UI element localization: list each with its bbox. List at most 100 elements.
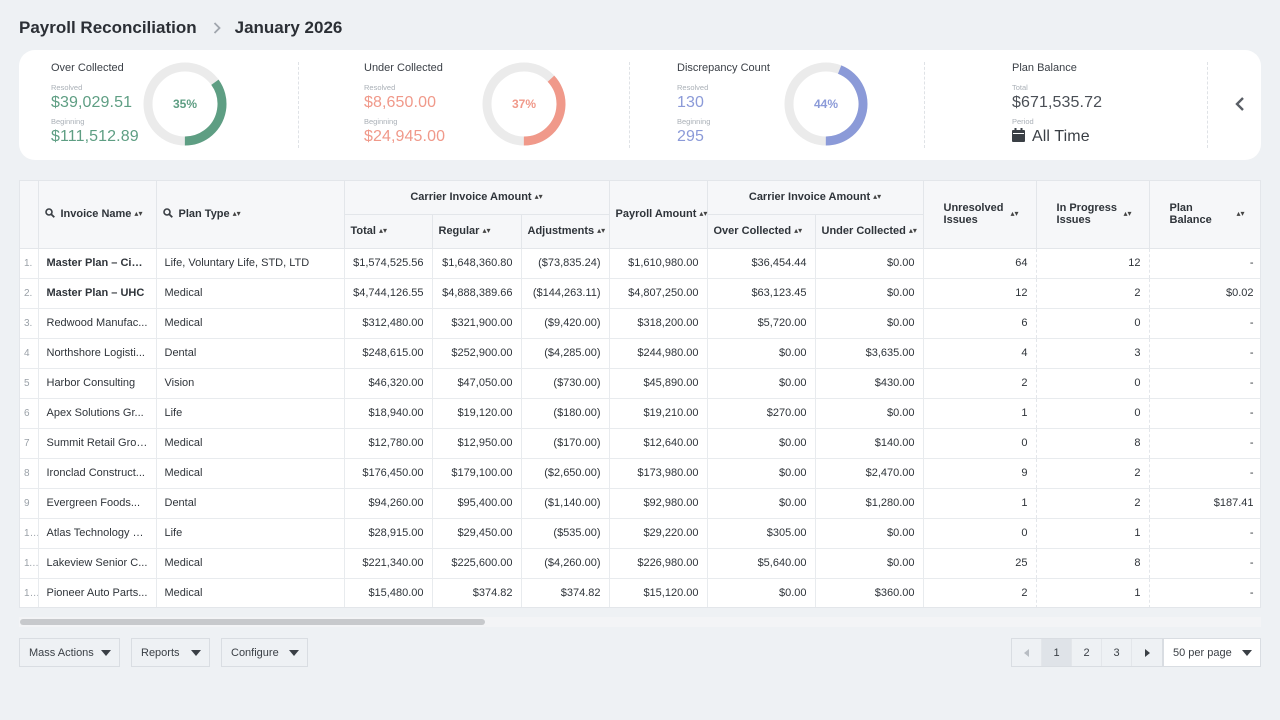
sort-icon: ▴▾ [597,226,606,235]
payroll-amount-cell: $12,640.00 [609,428,708,459]
page-3-button[interactable]: 3 [1102,639,1132,666]
unresolved-cell: 1 [923,488,1037,519]
in-progress-header[interactable]: In Progress Issues▴▾ [1036,181,1150,249]
table-row[interactable]: 2. Master Plan – UHC Medical $4,744,126.55 $… [20,278,1260,309]
payroll-amount-cell: $92,980.00 [609,488,708,519]
plan-type-cell: Medical [156,548,345,579]
plan-type-header[interactable]: Plan Type ▴▾ [156,181,345,249]
adjustments-cell: $374.82 [521,578,610,607]
plan-balance-cell: - [1149,248,1260,279]
table-row[interactable]: 8 Ironclad Construct... Medical $176,450.00… [20,458,1260,489]
mass-actions-dropdown[interactable]: Mass Actions [19,638,120,667]
payroll-amount-cell: $318,200.00 [609,308,708,339]
page-1-button[interactable]: 1 [1042,639,1072,666]
reports-label: Reports [141,646,180,659]
carrier-invoice-group-header-2[interactable]: Carrier Invoice Amount ▴▾ [707,181,924,215]
caret-down-icon [191,650,201,656]
table-row[interactable]: 4 Northshore Logisti... Dental $248,615.00 $… [20,338,1260,369]
arrow-left-icon [1024,648,1029,657]
stat-title: Discrepancy Count [677,62,770,74]
unresolved-cell: 25 [923,548,1037,579]
beginning-label: Beginning [364,117,398,126]
per-page-label: 50 per page [1173,646,1232,659]
adjustments-cell: ($535.00) [521,518,610,549]
in-progress-cell: 8 [1036,428,1150,459]
table-row[interactable]: 5 Harbor Consulting Vision $46,320.00 $47,05… [20,368,1260,399]
adjustments-header[interactable]: Adjustments ▴▾ [521,214,610,249]
breadcrumb-root[interactable]: Payroll Reconciliation [19,18,197,37]
table-row[interactable]: 6 Apex Solutions Gr... Life $18,940.00 $19,1… [20,398,1260,429]
resolved-label: Resolved [677,83,709,92]
breadcrumb: Payroll Reconciliation January 2026 [19,17,342,39]
invoice-name-cell[interactable]: Harbor Consulting [38,368,157,399]
invoice-name-cell[interactable]: Northshore Logisti... [38,338,157,369]
payroll-amount-header[interactable]: Payroll Amount ▴▾ [609,181,708,249]
invoice-name-cell[interactable]: Master Plan – Cigna [38,248,157,279]
invoice-name-cell[interactable]: Atlas Technology S... [38,518,157,549]
resolved-label: Resolved [51,83,83,92]
plan-balance-cell: - [1149,578,1260,607]
total-cell: $94,260.00 [344,488,433,519]
plan-type-cell: Medical [156,428,345,459]
page-2-button[interactable]: 2 [1072,639,1102,666]
over-collected-header[interactable]: Over Collected ▴▾ [707,214,816,249]
table-row[interactable]: 9 Evergreen Foods... Dental $94,260.00 $95,4… [20,488,1260,519]
in-progress-cell: 0 [1036,308,1150,339]
invoice-name-cell[interactable]: Evergreen Foods... [38,488,157,519]
invoice-name-cell[interactable]: Summit Retail Group [38,428,157,459]
caret-down-icon [289,650,299,656]
configure-dropdown[interactable]: Configure [221,638,308,667]
sort-icon: ▴▾ [1236,209,1245,219]
over-collected-cell: $0.00 [707,488,816,519]
invoice-name-cell[interactable]: Lakeview Senior C... [38,548,157,579]
unresolved-cell: 9 [923,458,1037,489]
carrier-invoice-group-header[interactable]: Carrier Invoice Amount ▴▾ [344,181,610,215]
next-page-button[interactable] [1132,639,1162,666]
search-icon[interactable] [44,208,55,219]
under-collected-cell: $140.00 [815,428,924,459]
invoice-name-cell[interactable]: Master Plan – UHC [38,278,157,309]
invoice-name-header[interactable]: Invoice Name ▴▾ [38,181,157,249]
adjustments-cell: ($9,420.00) [521,308,610,339]
payroll-amount-cell: $1,610,980.00 [609,248,708,279]
table-row[interactable]: 3. Redwood Manufac... Medical $312,480.00 $3… [20,308,1260,339]
sort-icon: ▴▾ [1123,209,1132,219]
index-header [20,181,39,249]
regular-cell: $374.82 [432,578,522,607]
plan-balance-stat: Plan Balance Total $671,535.72 Period Al… [1012,50,1202,160]
invoice-name-cell[interactable]: Pioneer Auto Parts... [38,578,157,607]
table-row[interactable]: 7 Summit Retail Group Medical $12,780.00 $12… [20,428,1260,459]
invoice-name-cell[interactable]: Ironclad Construct... [38,458,157,489]
search-icon[interactable] [162,208,173,219]
row-index: 8 [20,458,39,489]
total-header[interactable]: Total ▴▾ [344,214,433,249]
table-row[interactable]: 10 Atlas Technology S... Life $28,915.00 $29… [20,518,1260,549]
table-row[interactable]: 1. Master Plan – Cigna Life, Voluntary Lif… [20,248,1260,279]
plan-balance-header[interactable]: Plan Balance▴▾ [1149,181,1260,249]
regular-header[interactable]: Regular ▴▾ [432,214,522,249]
under-collected-header[interactable]: Under Collected ▴▾ [815,214,924,249]
table-row[interactable]: 12 Pioneer Auto Parts... Medical $15,480.00… [20,578,1260,607]
total-label: Total [1012,83,1028,92]
horizontal-scrollbar[interactable] [19,617,1261,627]
invoice-name-cell[interactable]: Redwood Manufac... [38,308,157,339]
plan-balance-cell: - [1149,308,1260,339]
unresolved-header[interactable]: Unresolved Issues▴▾ [923,181,1037,249]
unresolved-cell: 2 [923,368,1037,399]
table-row[interactable]: 11 Lakeview Senior C... Medical $221,340.00… [20,548,1260,579]
adjustments-cell: ($180.00) [521,398,610,429]
resolved-value: 130 [677,94,704,111]
period-value[interactable]: All Time [1012,128,1090,146]
chevron-left-icon[interactable] [1233,96,1247,112]
period-text: All Time [1032,128,1090,145]
prev-page-button[interactable] [1012,639,1042,666]
beginning-label: Beginning [51,117,85,126]
reports-dropdown[interactable]: Reports [131,638,210,667]
per-page-select[interactable]: 50 per page [1163,638,1261,667]
regular-cell: $321,900.00 [432,308,522,339]
payroll-amount-cell: $19,210.00 [609,398,708,429]
over-collected-cell: $0.00 [707,428,816,459]
scrollbar-thumb[interactable] [20,619,485,625]
invoice-name-cell[interactable]: Apex Solutions Gr... [38,398,157,429]
breadcrumb-current: January 2026 [234,18,343,37]
